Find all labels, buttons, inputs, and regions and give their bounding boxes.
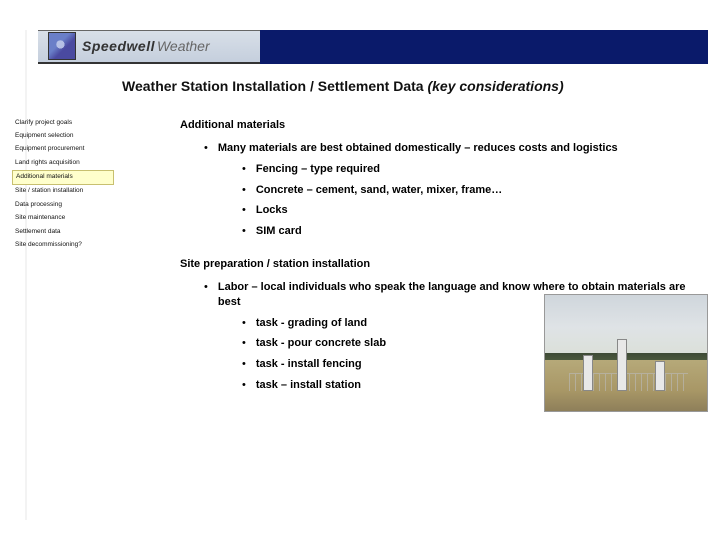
brand-text-2: Weather bbox=[157, 38, 210, 54]
bullet-dot-icon: • bbox=[242, 378, 246, 393]
page-title: Weather Station Installation / Settlemen… bbox=[122, 78, 708, 94]
bullet-dot-icon: • bbox=[242, 203, 246, 218]
section-heading: Additional materials bbox=[180, 118, 708, 133]
bullet-text: SIM card bbox=[256, 224, 708, 239]
title-italic: (key considerations) bbox=[427, 78, 563, 94]
photo-equipment bbox=[575, 341, 682, 391]
sidebar-item: Equipment selection bbox=[12, 129, 114, 142]
bullet-dot-icon: • bbox=[242, 224, 246, 239]
brand-logo: Speedwell Weather bbox=[48, 32, 210, 60]
station-photo bbox=[544, 294, 708, 412]
photo-tower bbox=[655, 361, 665, 391]
sidebar-item: Settlement data bbox=[12, 225, 114, 238]
bullet-dot-icon: • bbox=[242, 316, 246, 331]
sidebar-item: Equipment procurement bbox=[12, 143, 114, 156]
sidebar-item: Clarify project goals bbox=[12, 116, 114, 129]
left-accent-line bbox=[25, 30, 27, 520]
section-heading: Site preparation / station installation bbox=[180, 257, 708, 272]
bullet-level-2: • Concrete – cement, sand, water, mixer, … bbox=[242, 183, 708, 198]
brand-text-1: Speedwell bbox=[82, 38, 155, 54]
sidebar-item: Additional materials bbox=[12, 170, 114, 185]
sidebar-item: Site maintenance bbox=[12, 212, 114, 225]
bullet-dot-icon: • bbox=[204, 141, 208, 156]
sidebar-item: Site decommissioning? bbox=[12, 239, 114, 252]
bullet-text: Concrete – cement, sand, water, mixer, f… bbox=[256, 183, 708, 198]
sidebar-item: Site / station installation bbox=[12, 185, 114, 198]
bullet-dot-icon: • bbox=[242, 183, 246, 198]
photo-tower bbox=[617, 339, 627, 391]
brand-band bbox=[260, 30, 708, 64]
bullet-dot-icon: • bbox=[242, 357, 246, 372]
photo-tower bbox=[583, 355, 593, 391]
bullet-dot-icon: • bbox=[242, 162, 246, 177]
bullet-level-2: • SIM card bbox=[242, 224, 708, 239]
bullet-text: Many materials are best obtained domesti… bbox=[218, 141, 708, 156]
bullet-level-2: • Fencing – type required bbox=[242, 162, 708, 177]
bullet-level-2: • Locks bbox=[242, 203, 708, 218]
bullet-dot-icon: • bbox=[204, 280, 208, 310]
flower-icon bbox=[48, 32, 76, 60]
bullet-text: Fencing – type required bbox=[256, 162, 708, 177]
sidebar-item: Land rights acquisition bbox=[12, 156, 114, 169]
sidebar-item: Data processing bbox=[12, 198, 114, 211]
bullet-text: Locks bbox=[256, 203, 708, 218]
title-main: Weather Station Installation / Settlemen… bbox=[122, 78, 427, 94]
bullet-level-1: • Many materials are best obtained domest… bbox=[204, 141, 708, 156]
bullet-dot-icon: • bbox=[242, 336, 246, 351]
nav-sidebar: Clarify project goalsEquipment selection… bbox=[12, 116, 114, 252]
